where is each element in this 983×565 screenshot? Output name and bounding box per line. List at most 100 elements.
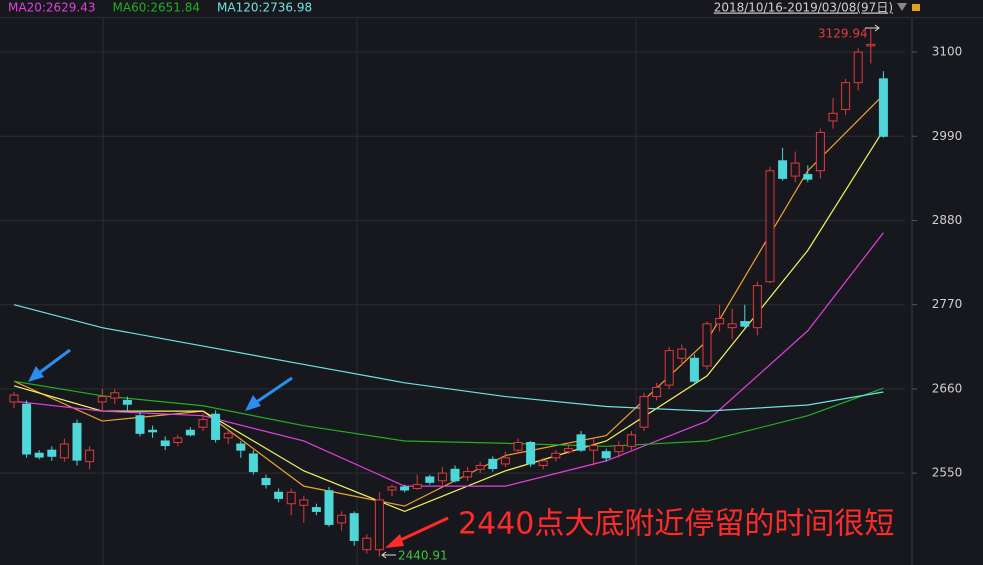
arrow-head bbox=[28, 366, 44, 382]
candle-body bbox=[853, 51, 863, 84]
candle-body bbox=[689, 357, 699, 382]
candle-body bbox=[740, 321, 750, 327]
ma-line bbox=[13, 380, 884, 447]
candle-body bbox=[488, 458, 498, 470]
candle-body bbox=[135, 415, 145, 434]
candle-body bbox=[815, 131, 825, 172]
candle-body bbox=[223, 432, 233, 439]
candle-body bbox=[601, 451, 611, 459]
candle-body bbox=[148, 429, 158, 433]
high-arrow-head bbox=[874, 24, 880, 32]
candle-body bbox=[59, 443, 69, 459]
legend-entry: MA60:2651.84 bbox=[113, 1, 201, 15]
candle-body bbox=[576, 434, 586, 451]
candle-body bbox=[614, 445, 624, 453]
high-label: 3129.94 bbox=[818, 27, 868, 41]
candle-body bbox=[664, 350, 674, 386]
candle-body bbox=[236, 443, 246, 451]
candle-body bbox=[639, 396, 649, 428]
candle-body bbox=[286, 491, 296, 505]
candle-body bbox=[677, 348, 687, 359]
arrow-head bbox=[385, 534, 404, 548]
candle-body bbox=[500, 457, 510, 465]
y-tick-label: 3100 bbox=[932, 45, 963, 59]
candle-body bbox=[173, 437, 183, 444]
candle-body bbox=[437, 472, 447, 482]
candle-body bbox=[72, 422, 82, 461]
candle-body bbox=[110, 392, 120, 399]
candle-body bbox=[34, 452, 44, 458]
candle-body bbox=[248, 453, 258, 473]
arrow-shaft bbox=[34, 348, 71, 378]
candle-body bbox=[337, 514, 347, 524]
candle-body bbox=[589, 445, 599, 451]
y-tick-label: 2770 bbox=[932, 297, 963, 311]
candle-body bbox=[274, 491, 284, 499]
candle-body bbox=[374, 499, 384, 551]
candle-body bbox=[702, 323, 712, 367]
candle-body bbox=[538, 460, 548, 466]
date-range[interactable]: 2018/10/16-2019/03/08(97日) bbox=[714, 1, 893, 15]
candle-body bbox=[9, 394, 19, 403]
low-arrow-head bbox=[381, 551, 387, 559]
y-tick-label: 2550 bbox=[932, 466, 963, 480]
candle-body bbox=[526, 442, 536, 465]
candle-body bbox=[878, 78, 888, 137]
lock-icon[interactable] bbox=[912, 4, 920, 11]
candle-body bbox=[475, 464, 485, 470]
candle-body bbox=[551, 452, 561, 459]
candle-body bbox=[349, 513, 359, 542]
red-arrow bbox=[385, 516, 449, 548]
candle-body bbox=[727, 323, 737, 329]
candle-body bbox=[160, 440, 170, 447]
blue-arrow bbox=[28, 348, 71, 382]
candle-body bbox=[47, 449, 57, 457]
y-tick-label: 2660 bbox=[932, 381, 963, 395]
legend-entry: MA20:2629.43 bbox=[8, 1, 96, 15]
candle-body bbox=[803, 174, 813, 180]
blue-arrow bbox=[245, 376, 293, 411]
candle-body bbox=[387, 486, 397, 491]
candle-body bbox=[425, 476, 435, 483]
candle-body bbox=[122, 399, 132, 405]
candle-body bbox=[513, 442, 523, 451]
candle-body bbox=[450, 468, 460, 482]
candle-body bbox=[563, 448, 573, 453]
candle-body bbox=[790, 162, 800, 177]
candle-body bbox=[778, 160, 788, 179]
low-label: 2440.91 bbox=[398, 549, 448, 563]
candle-body bbox=[198, 419, 208, 428]
annotation-text: 2440点大底附近停留的时间很短 bbox=[458, 507, 894, 542]
candle-body bbox=[311, 507, 321, 512]
dropdown-icon[interactable] bbox=[897, 3, 907, 11]
candle-body bbox=[324, 490, 334, 525]
candle-body bbox=[362, 537, 372, 551]
y-tick-label: 2990 bbox=[932, 129, 963, 143]
candle-body bbox=[261, 477, 271, 486]
candle-body bbox=[97, 396, 107, 403]
candle-body bbox=[22, 403, 32, 455]
y-tick-label: 2880 bbox=[932, 213, 963, 227]
candle-body bbox=[185, 429, 195, 436]
candle-body bbox=[211, 413, 221, 440]
candle-body bbox=[841, 82, 851, 110]
legend-entry: MA120:2736.98 bbox=[217, 1, 312, 15]
ma-line bbox=[13, 232, 884, 487]
candle-body bbox=[828, 112, 838, 122]
candle-body bbox=[85, 449, 95, 463]
arrow-head bbox=[245, 395, 261, 411]
ma-line bbox=[13, 304, 884, 412]
candle-body bbox=[765, 170, 775, 283]
candle-body bbox=[463, 471, 473, 478]
candle-body bbox=[412, 484, 422, 489]
candle-body bbox=[866, 43, 876, 47]
candle-body bbox=[400, 486, 410, 491]
candle-body bbox=[652, 386, 662, 398]
arrow-shaft bbox=[251, 376, 293, 407]
candle-body bbox=[299, 499, 309, 506]
candle-body bbox=[626, 434, 636, 447]
candle-body bbox=[715, 317, 725, 325]
candle-body bbox=[752, 285, 762, 329]
